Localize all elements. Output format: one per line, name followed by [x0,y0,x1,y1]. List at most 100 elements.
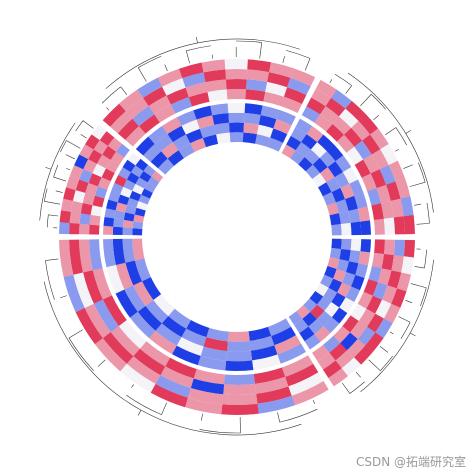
heat-cell [254,376,289,394]
heat-cell [157,68,183,87]
heat-cell [305,164,321,180]
heat-cell [366,295,383,314]
heat-cell [227,103,246,114]
heat-cell [133,348,166,376]
heat-cell [107,137,123,152]
heat-cell [89,224,100,235]
heat-cell [154,133,174,152]
heat-cell [323,287,338,303]
heat-cell [291,381,329,406]
heat-cell [103,239,116,268]
heat-cell [362,134,381,155]
heat-cell [329,343,348,361]
heat-cell [271,326,296,346]
heat-cell [329,213,341,226]
heat-cell [357,206,370,222]
heat-cell [148,125,168,144]
heat-cell [225,68,248,80]
heat-cell [80,202,93,215]
heat-cell [383,217,395,235]
heat-cell [120,363,156,393]
heat-cell [123,212,135,222]
heat-cell [255,134,271,147]
heat-cell [244,103,263,116]
heat-cell [143,86,167,107]
heat-cell [110,111,133,134]
heat-cell [360,220,371,235]
heat-cell [371,149,389,170]
heat-cell [363,279,378,296]
heat-cell [328,278,343,293]
heat-cell [127,152,141,166]
heat-cell [258,115,277,129]
heat-cell [347,338,366,358]
heat-cell [331,292,346,308]
heat-cell [227,331,250,342]
heat-cell [384,239,395,256]
heat-cell [148,95,172,115]
heat-cell [290,127,307,143]
heat-cell [139,170,152,183]
heat-cell [265,81,288,97]
watermark: CSDN @拓端研究室 [356,454,466,469]
heat-cell [340,332,358,351]
heat-cell [75,179,89,193]
heat-cell [381,200,394,219]
heat-cell [143,164,156,177]
heat-cell [170,97,193,114]
heat-cell [226,340,251,352]
heat-cell [319,167,335,183]
heat-cell [144,182,156,193]
heat-cell [379,164,396,185]
heat-cell [367,188,382,206]
heat-cell [249,336,275,351]
heat-cell [105,159,120,174]
heat-cell [134,258,151,282]
heat-cell [337,282,352,298]
heat-cell [324,266,337,279]
heat-cell [306,97,326,115]
heat-cell [335,350,355,369]
heat-cell [345,195,358,211]
heat-cell [338,108,359,128]
heat-cell [327,257,340,270]
heat-cell [176,337,204,356]
heat-cell [187,388,224,405]
heat-cell [129,190,142,202]
heat-cell [381,285,397,304]
heat-cell [396,272,411,292]
heat-cell [102,295,127,327]
heat-cell [196,115,215,129]
heat-cell [106,264,125,294]
heat-cell [125,126,146,147]
heat-cell [343,127,363,147]
heat-cell [350,274,365,291]
heat-cell [358,308,376,327]
heat-cell [336,134,355,153]
heat-cell [325,97,346,117]
heat-cell [354,345,373,365]
heat-cell [133,214,145,223]
heat-cell [200,346,228,361]
heat-cell [314,326,331,342]
heat-cell [331,238,342,250]
heat-cell [312,157,328,174]
heat-cell [377,268,392,286]
heat-cell [89,214,101,226]
heat-cell [126,172,140,184]
heat-cell [360,239,371,253]
heat-cell [93,299,119,333]
heat-cell [267,72,291,88]
heat-cell [358,114,379,135]
heat-cell [345,261,359,276]
heat-cell [351,120,371,141]
heat-cell [92,267,112,300]
heat-cell [214,122,230,135]
heat-cell [111,182,124,195]
heat-cell [66,175,80,191]
heat-cell [88,149,103,164]
heat-cell [124,285,146,312]
heat-cell [288,311,303,325]
heat-cell [243,122,259,135]
